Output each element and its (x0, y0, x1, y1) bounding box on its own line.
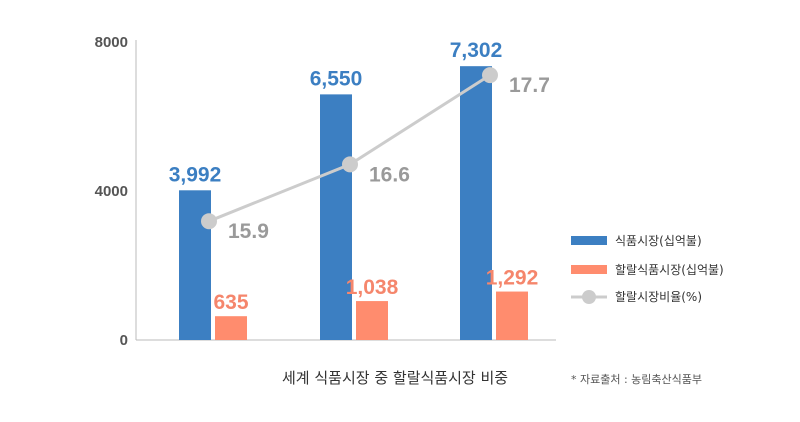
bar-halal-market-1 (356, 301, 388, 340)
label-ratio-1: 16.6 (369, 163, 410, 186)
legend-swatch-ratio-marker (582, 290, 596, 304)
legend-label-halal-market: 할랄식품시장(십억불) (615, 263, 724, 277)
ratio-point-0 (201, 213, 217, 230)
label-food-market-2: 7,302 (450, 39, 503, 62)
legend-swatch-food-market (571, 236, 607, 245)
y-tick-label-1: 4000 (95, 183, 128, 200)
bar-halal-market-0 (215, 316, 247, 340)
legend-label-food-market: 식품시장(십억불) (615, 234, 702, 248)
bar-halal-market-2 (496, 291, 528, 340)
ratio-point-1 (342, 156, 358, 173)
bar-food-market-0 (179, 190, 211, 340)
legend-swatch-halal-market (571, 265, 607, 274)
label-halal-market-2: 1,292 (486, 267, 539, 290)
label-halal-market-1: 1,038 (346, 276, 399, 299)
label-halal-market-0: 635 (213, 291, 248, 314)
label-food-market-0: 3,992 (169, 163, 222, 186)
label-food-market-1: 6,550 (310, 67, 363, 90)
label-ratio-2: 17.7 (509, 74, 550, 97)
y-tick-label-2: 8000 (95, 34, 128, 51)
bars-group (179, 66, 528, 341)
label-ratio-0: 15.9 (228, 220, 269, 243)
legend-label-ratio: 할랄시장비율(%) (615, 290, 702, 304)
chart-title: 세계 식품시장 중 할랄식품시장 비중 (282, 369, 508, 387)
legend: 식품시장(십억불) 할랄식품시장(십억불) 할랄시장비율(%) (571, 234, 724, 304)
ratio-point-2 (482, 67, 498, 84)
ratio-line-group (201, 67, 498, 230)
source-note: * 자료출처 : 농림축산식품부 (571, 373, 702, 386)
data-labels-group: 3,992 635 6,550 1,038 7,302 1,292 15.9 16.6 17.7 (169, 39, 550, 314)
bar-food-market-2 (460, 66, 492, 341)
bar-food-market-1 (320, 94, 352, 340)
y-tick-label-0: 0 (120, 332, 128, 349)
